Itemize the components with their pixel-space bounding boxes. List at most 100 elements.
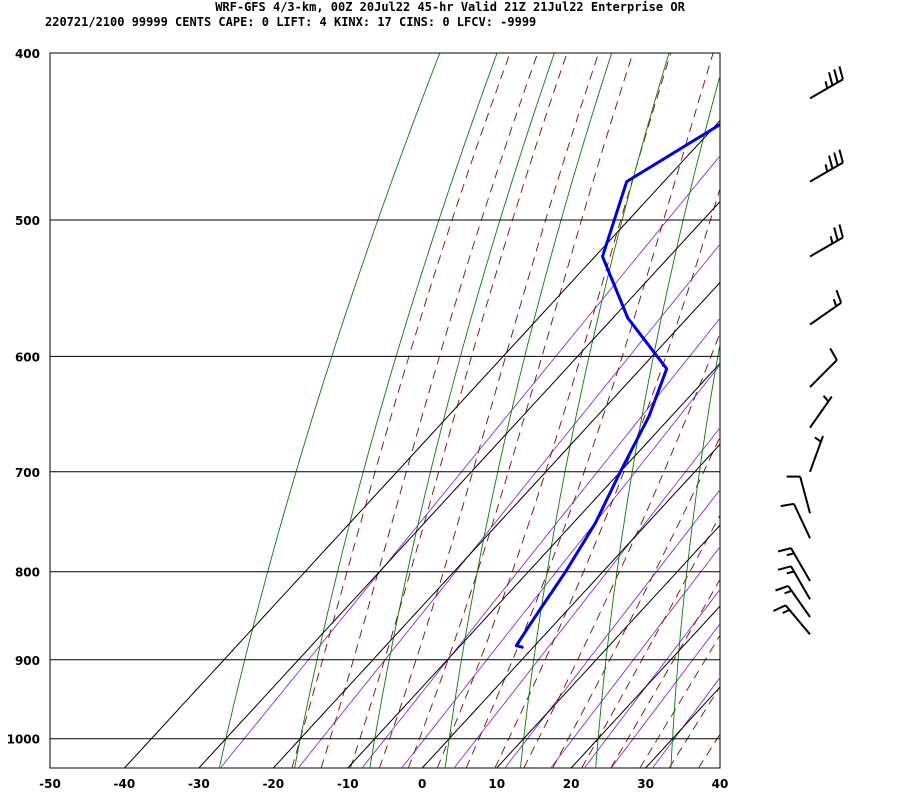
dry-adiabat [294, 53, 498, 768]
wind-barb [809, 224, 844, 258]
temperature-tick-label: 30 [637, 777, 654, 791]
mixing-ratio-line [220, 155, 720, 768]
temperature-tick-label: 0 [418, 777, 426, 791]
pressure-tick-label: 400 [15, 47, 40, 61]
moist-adiabat [349, 53, 568, 768]
temperature-tick-label: -20 [262, 777, 284, 791]
isotherm-line [496, 524, 720, 768]
temperature-tick-label: 10 [488, 777, 505, 791]
wind-barb-flag [780, 502, 795, 508]
wind-barb-column [772, 66, 844, 636]
moist-adiabat [436, 53, 672, 768]
isotherm-line [124, 119, 720, 768]
wind-barb-flag [838, 66, 844, 80]
wind-barb [809, 395, 833, 429]
wind-barb-staff [809, 435, 824, 473]
wind-barb-staff [809, 161, 844, 183]
isobars [50, 52, 720, 740]
dry-adiabat [595, 74, 720, 768]
mixing-ratio-line [297, 243, 720, 768]
wind-barb [809, 149, 844, 183]
dry-adiabat [218, 53, 441, 768]
wind-barb-flag [838, 149, 844, 163]
wind-barb-half-flag [822, 395, 830, 403]
temperature-tick-label: 20 [563, 777, 580, 791]
wind-barb-flag [833, 69, 839, 83]
wind-barb-half-flag [832, 298, 838, 307]
wind-barb-flag [833, 227, 839, 241]
wind-barb [780, 502, 811, 539]
wind-barb-flag [838, 224, 844, 238]
dry-adiabat [369, 53, 555, 768]
pressure-tick-label: 500 [15, 214, 40, 228]
moist-adiabat [494, 187, 720, 768]
wind-barb-staff [809, 359, 838, 388]
moist-adiabat [639, 634, 720, 768]
wind-barb-staff [809, 396, 833, 429]
dry-adiabat [821, 53, 898, 768]
moist-adiabat [552, 435, 720, 768]
wind-barb [777, 565, 811, 600]
wind-barb [809, 435, 824, 473]
wind-barb-half-flag [786, 552, 795, 557]
moist-adiabat [407, 53, 634, 768]
wind-barb [786, 475, 811, 514]
wind-barb-flag [828, 72, 834, 86]
wind-barb-flag [777, 547, 792, 553]
wind-barb-half-flag [782, 608, 790, 614]
pressure-tick-label: 700 [15, 466, 40, 480]
isotherm-line [421, 443, 720, 768]
isotherm-line [347, 362, 720, 768]
temperature-axis-labels: -50 -40 -30 -20 -10 0 10 20 30 40 [39, 777, 728, 791]
wind-barb-flag [833, 152, 839, 166]
wind-barb [775, 584, 811, 618]
temperature-tick-label: -40 [114, 777, 136, 791]
wind-barb-staff [790, 565, 811, 600]
wind-barb-flag [775, 584, 789, 592]
pressure-axis-labels: 400 500 600 700 800 900 1000 [7, 47, 40, 747]
moist-adiabat [465, 53, 714, 768]
dry-adiabat [746, 53, 841, 768]
mixing-ratio-line [550, 546, 720, 768]
mixing-ratio-line [361, 317, 720, 768]
temperature-tick-label: 40 [712, 777, 729, 791]
wind-barb-staff [784, 604, 811, 636]
moist-adiabat [698, 733, 720, 768]
mixing-ratio-lines [220, 155, 720, 768]
temperature-tick-label: -10 [337, 777, 359, 791]
mixing-ratio-line [401, 364, 720, 768]
mixing-ratio-line [652, 676, 720, 768]
temperature-tick-label: -50 [39, 777, 61, 791]
dry-adiabat [895, 53, 900, 768]
chart-stats: 220721/2100 99999 CENTS CAPE: 0 LIFT: 4 … [45, 15, 536, 29]
moist-adiabat [581, 514, 720, 768]
pressure-tick-label: 1000 [7, 733, 40, 747]
moist-adiabat [523, 331, 720, 768]
isotherm-line [719, 767, 720, 768]
wind-barb-flag [828, 155, 834, 169]
wind-barb-half-flag [824, 80, 829, 89]
wind-barb-staff [790, 547, 811, 582]
moist-adiabat [668, 685, 720, 768]
wind-barb-flag [772, 604, 787, 612]
mixing-ratio-line [584, 588, 720, 768]
wind-barb-flag [829, 347, 838, 361]
pressure-tick-label: 900 [15, 654, 40, 668]
dry-adiabat [670, 341, 720, 768]
mixing-ratio-line [453, 427, 720, 768]
plot-frame [49, 52, 721, 769]
chart-title: WRF-GFS 4/3-km, 00Z 20Jul22 45-hr Valid … [215, 0, 685, 14]
wind-barb-half-flag [786, 570, 795, 575]
isotherms [124, 119, 720, 768]
wind-barb-staff [809, 78, 844, 100]
dry-adiabats [218, 53, 900, 768]
wind-barb [809, 289, 843, 326]
dewpoint-profile [514, 122, 720, 649]
wind-barb [809, 347, 838, 388]
wind-barb-flag [835, 289, 843, 304]
isotherm-line [198, 200, 720, 768]
wind-barb-staff [787, 585, 811, 618]
moist-adiabat [610, 578, 720, 768]
wind-barb-half-flag [824, 164, 829, 172]
wind-barb-half-flag [829, 236, 834, 244]
